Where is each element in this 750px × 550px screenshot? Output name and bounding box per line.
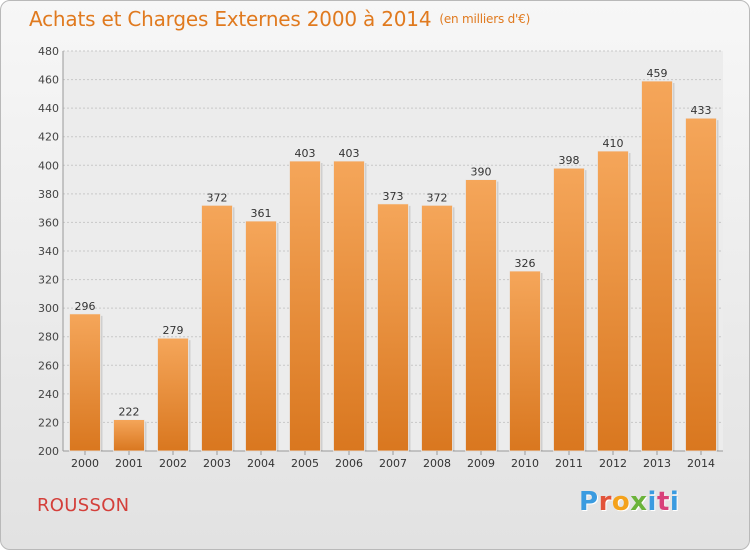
bar-value-label: 279 bbox=[163, 324, 184, 337]
proxiti-logo: Proxiti bbox=[579, 487, 680, 517]
bar-value-label: 410 bbox=[603, 137, 624, 150]
y-tick-label: 440 bbox=[38, 102, 59, 115]
bar bbox=[245, 220, 277, 452]
chart-title-text: Achats et Charges Externes 2000 à 2014 bbox=[29, 7, 432, 31]
bar bbox=[69, 313, 101, 452]
y-tick-label: 300 bbox=[38, 302, 59, 315]
chart-subtitle: (en milliers d'€) bbox=[439, 12, 531, 26]
x-tick-label: 2011 bbox=[555, 457, 583, 470]
bar-value-label: 398 bbox=[559, 154, 580, 167]
y-tick-label: 460 bbox=[38, 74, 59, 87]
commune-name: ROUSSON bbox=[37, 495, 130, 516]
bar-value-label: 433 bbox=[691, 104, 712, 117]
bar bbox=[289, 160, 321, 452]
x-tick-label: 2006 bbox=[335, 457, 363, 470]
y-tick-label: 260 bbox=[38, 359, 59, 372]
bar bbox=[685, 117, 717, 452]
x-tick-label: 2009 bbox=[467, 457, 495, 470]
x-tick-label: 2000 bbox=[71, 457, 99, 470]
bar bbox=[157, 337, 189, 452]
y-tick-label: 320 bbox=[38, 274, 59, 287]
x-tick-label: 2005 bbox=[291, 457, 319, 470]
x-tick-label: 2010 bbox=[511, 457, 539, 470]
x-tick-label: 2004 bbox=[247, 457, 275, 470]
bar-value-label: 372 bbox=[207, 191, 228, 204]
bar-value-label: 373 bbox=[383, 190, 404, 203]
y-tick-label: 480 bbox=[38, 45, 59, 58]
bar bbox=[201, 204, 233, 452]
bar-value-label: 459 bbox=[647, 67, 668, 80]
y-tick-label: 280 bbox=[38, 331, 59, 344]
chart-title: Achats et Charges Externes 2000 à 2014 (e… bbox=[29, 7, 530, 31]
y-tick-label: 420 bbox=[38, 131, 59, 144]
x-tick-label: 2003 bbox=[203, 457, 231, 470]
bar-value-label: 361 bbox=[251, 207, 272, 220]
bar bbox=[641, 80, 673, 452]
bar bbox=[377, 203, 409, 452]
bar-value-label: 372 bbox=[427, 191, 448, 204]
x-tick-label: 2013 bbox=[643, 457, 671, 470]
x-tick-label: 2008 bbox=[423, 457, 451, 470]
x-tick-label: 2012 bbox=[599, 457, 627, 470]
bar bbox=[465, 179, 497, 452]
bar-value-label: 403 bbox=[295, 147, 316, 160]
bar-value-label: 326 bbox=[515, 257, 536, 270]
bar bbox=[553, 167, 585, 452]
bar bbox=[421, 204, 453, 452]
y-tick-label: 360 bbox=[38, 216, 59, 229]
y-tick-label: 400 bbox=[38, 159, 59, 172]
x-tick-label: 2002 bbox=[159, 457, 187, 470]
y-tick-label: 340 bbox=[38, 245, 59, 258]
x-tick-label: 2001 bbox=[115, 457, 143, 470]
y-tick-label: 240 bbox=[38, 388, 59, 401]
x-tick-label: 2014 bbox=[687, 457, 715, 470]
x-tick-label: 2007 bbox=[379, 457, 407, 470]
bar-value-label: 390 bbox=[471, 166, 492, 179]
bar bbox=[597, 150, 629, 452]
bar bbox=[509, 270, 541, 452]
bar bbox=[333, 160, 365, 452]
bar-value-label: 296 bbox=[75, 300, 96, 313]
bar-value-label: 403 bbox=[339, 147, 360, 160]
bar-value-label: 222 bbox=[119, 406, 140, 419]
y-tick-label: 220 bbox=[38, 416, 59, 429]
y-tick-label: 380 bbox=[38, 188, 59, 201]
y-tick-label: 200 bbox=[38, 445, 59, 458]
bar bbox=[113, 419, 145, 452]
